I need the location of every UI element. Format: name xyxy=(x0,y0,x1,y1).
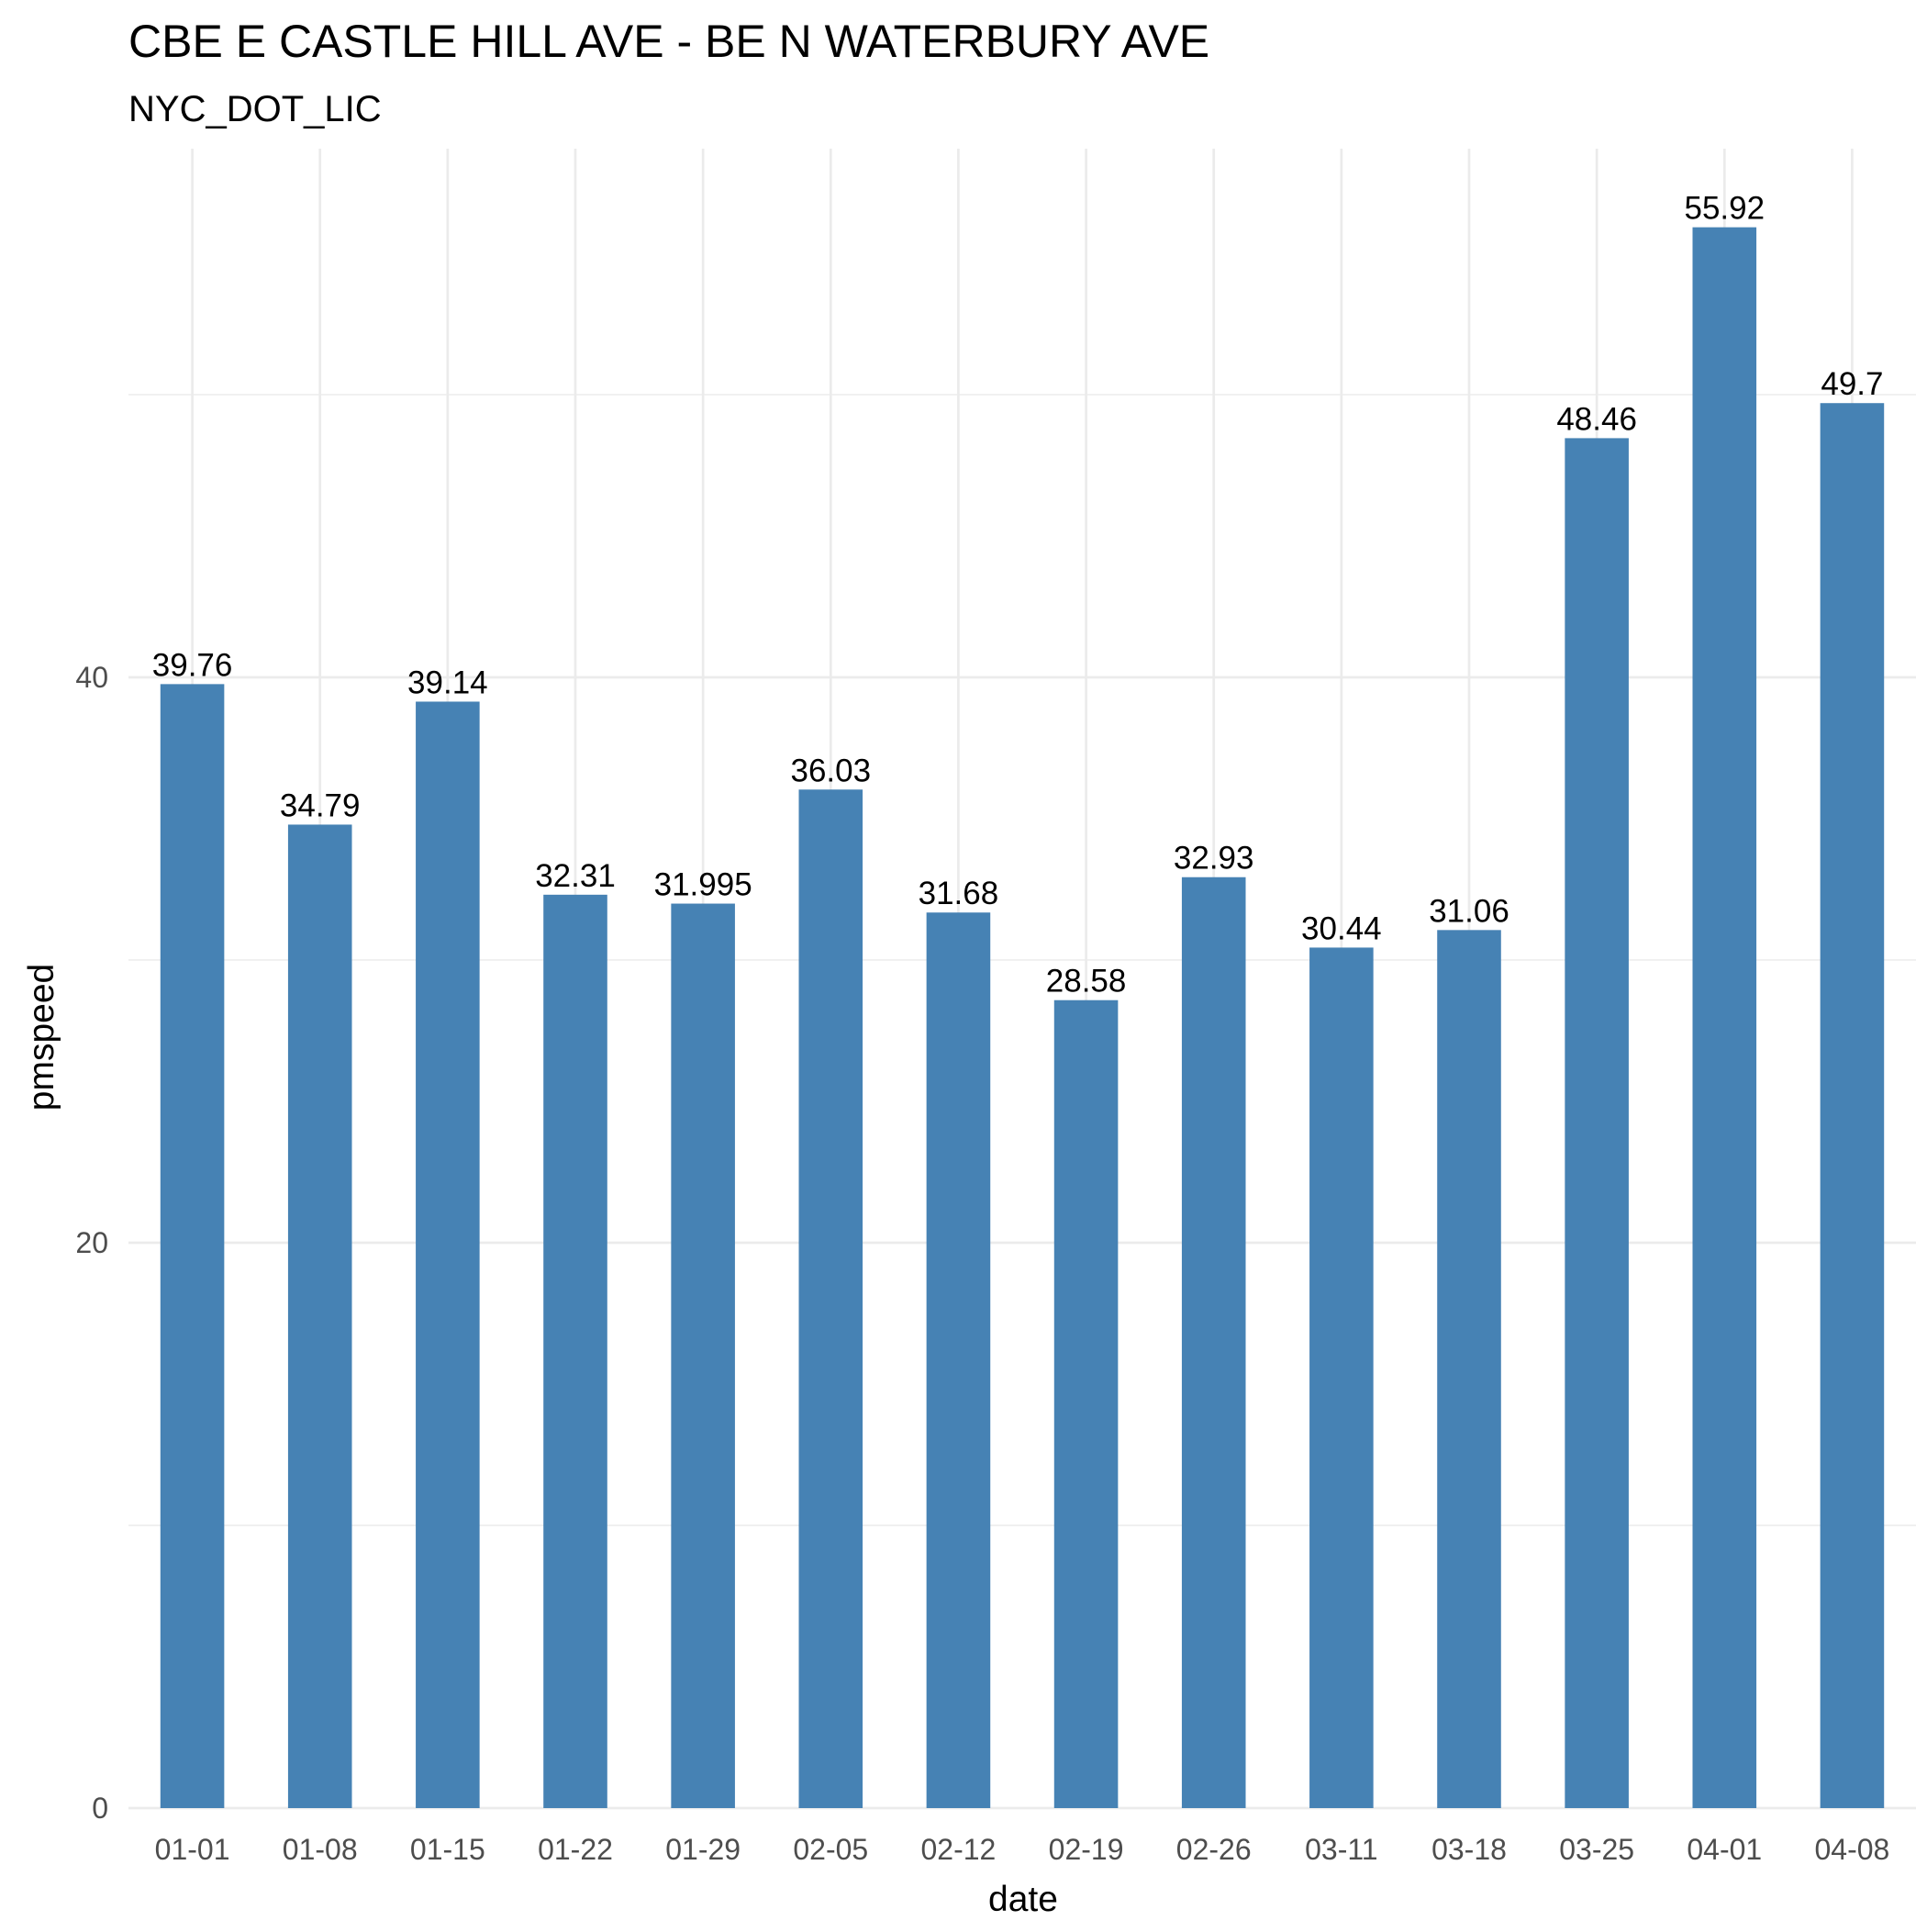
bar xyxy=(287,824,352,1808)
x-tick-label: 02-19 xyxy=(1049,1833,1124,1866)
y-tick-label: 40 xyxy=(75,661,108,694)
bar-value-label: 48.46 xyxy=(1556,401,1637,437)
bar xyxy=(160,684,225,1808)
x-axis-title: date xyxy=(988,1880,1058,1919)
x-tick-label: 01-22 xyxy=(538,1833,613,1866)
x-tick-label: 02-26 xyxy=(1176,1833,1252,1866)
bar xyxy=(1053,1000,1119,1808)
x-tick-label: 02-05 xyxy=(793,1833,868,1866)
data-labels-layer: 39.76 34.79 39.14 32.31 31.995 36.03 31.68 28.5… xyxy=(152,191,1884,1000)
y-tick-label: 0 xyxy=(92,1792,108,1825)
bar-value-label: 55.92 xyxy=(1684,191,1765,227)
bar xyxy=(798,789,863,1808)
bar xyxy=(1692,227,1757,1809)
x-tick-label: 02-12 xyxy=(921,1833,997,1866)
bar-value-label: 49.7 xyxy=(1821,366,1883,402)
bars-layer xyxy=(160,227,1885,1809)
y-axis-title: pmspeed xyxy=(22,964,61,1111)
x-tick-label: 01-01 xyxy=(155,1833,230,1866)
bar xyxy=(926,912,991,1808)
bar-value-label: 34.79 xyxy=(280,787,361,823)
bar-value-label: 32.31 xyxy=(535,858,616,894)
bar xyxy=(543,894,607,1808)
bar xyxy=(1181,877,1246,1808)
bar-value-label: 32.93 xyxy=(1174,841,1254,877)
chart-subtitle: NYC_DOT_LIC xyxy=(128,89,382,129)
bar xyxy=(1309,947,1374,1808)
x-tick-label: 04-01 xyxy=(1687,1833,1762,1866)
bar-value-label: 30.44 xyxy=(1301,910,1382,946)
bar xyxy=(416,701,480,1808)
tick-labels-layer: 0 20 40 01-01 01-08 01-15 01-22 01-29 02-05 02-12… xyxy=(75,661,1889,1866)
bar-value-label: 39.76 xyxy=(152,647,233,683)
x-tick-label: 04-08 xyxy=(1815,1833,1890,1866)
bar xyxy=(1820,403,1885,1808)
grid-layer xyxy=(128,149,1916,1810)
chart-title: CBE E CASTLE HILL AVE - BE N WATERBURY A… xyxy=(128,16,1209,67)
bar-value-label: 39.14 xyxy=(407,664,488,700)
x-tick-label: 01-29 xyxy=(665,1833,741,1866)
x-tick-label: 03-11 xyxy=(1305,1833,1377,1866)
bar-value-label: 28.58 xyxy=(1046,964,1127,1000)
bar-value-label: 31.995 xyxy=(654,867,752,903)
x-tick-label: 03-18 xyxy=(1431,1833,1507,1866)
x-tick-label: 01-15 xyxy=(410,1833,485,1866)
x-tick-label: 01-08 xyxy=(283,1833,358,1866)
y-tick-label: 20 xyxy=(75,1226,108,1259)
bar-value-label: 36.03 xyxy=(790,753,871,788)
bar xyxy=(1437,930,1501,1808)
x-tick-label: 03-25 xyxy=(1559,1833,1634,1866)
bar xyxy=(671,903,735,1808)
bar xyxy=(1565,438,1629,1809)
bar-value-label: 31.06 xyxy=(1429,893,1509,929)
bar-value-label: 31.68 xyxy=(919,876,999,911)
